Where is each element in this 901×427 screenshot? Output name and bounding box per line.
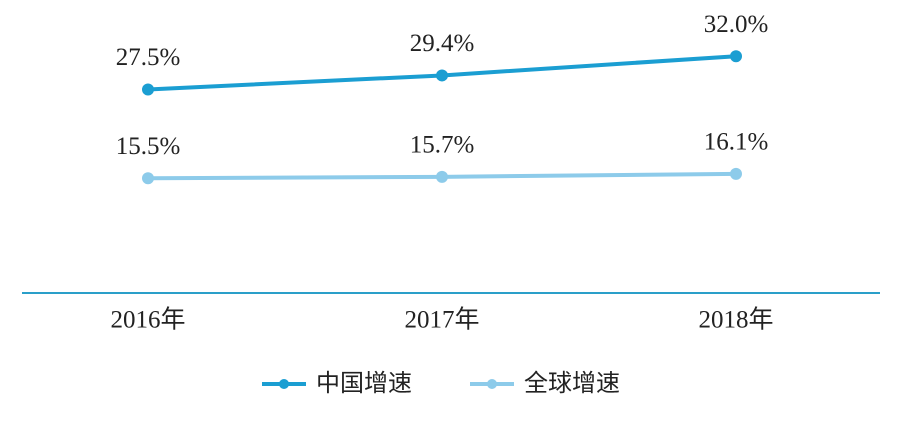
x-tick-label: 2016年 xyxy=(110,306,185,334)
data-point xyxy=(142,83,154,96)
data-point xyxy=(436,170,448,183)
data-label: 15.7% xyxy=(410,132,475,159)
legend-marker xyxy=(487,379,497,389)
legend-label: 中国增速 xyxy=(316,369,412,397)
data-point xyxy=(436,69,448,82)
data-label: 27.5% xyxy=(116,44,181,71)
legend-marker xyxy=(279,379,289,389)
data-label: 16.1% xyxy=(704,129,769,156)
x-tick-label: 2018年 xyxy=(698,306,773,334)
data-point xyxy=(730,50,742,63)
data-point xyxy=(142,172,154,185)
data-point xyxy=(730,167,742,180)
x-tick-label: 2017年 xyxy=(404,306,479,334)
data-label: 15.5% xyxy=(116,133,181,160)
data-label: 32.0% xyxy=(704,11,769,38)
legend-label: 全球增速 xyxy=(524,369,620,397)
data-label: 29.4% xyxy=(410,30,475,57)
